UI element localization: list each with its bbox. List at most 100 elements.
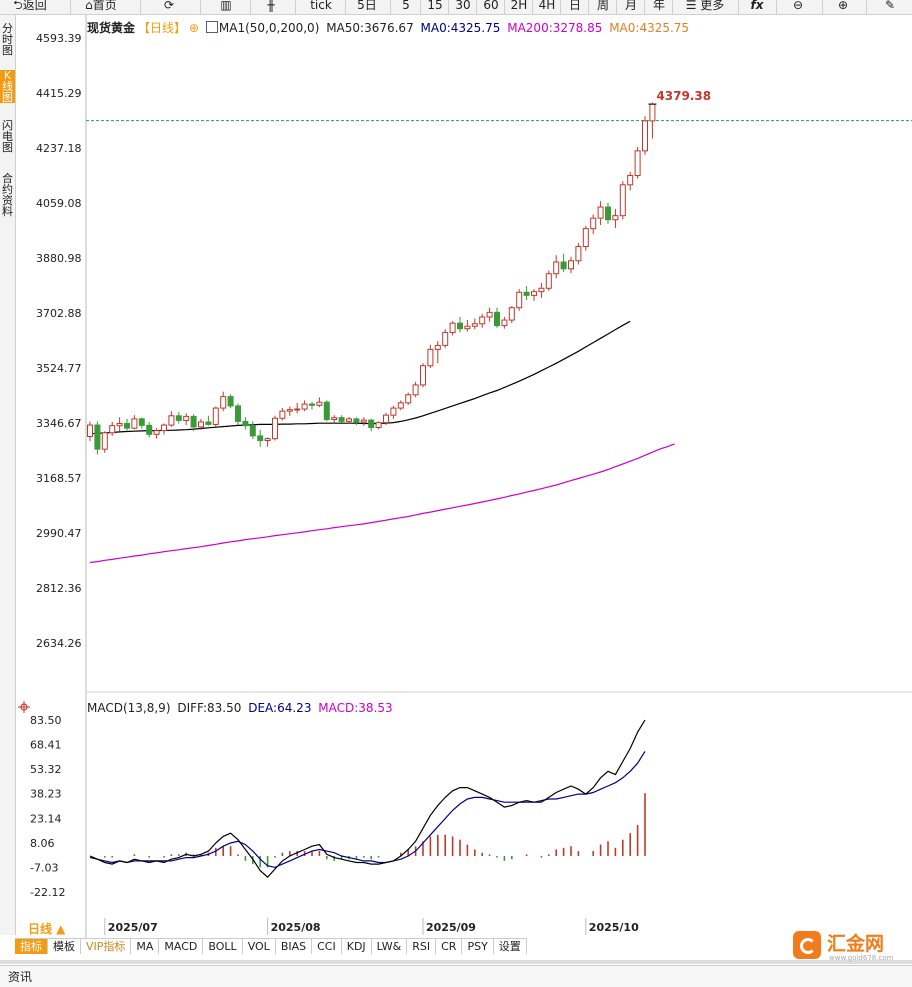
indicator-tab-15[interactable]: 设置 [493,939,527,954]
indicator-tab-9[interactable]: CCI [312,939,342,954]
indicator-tab-11[interactable]: LW& [371,939,408,954]
period-selector-button[interactable]: 日线 ▲ [28,922,66,936]
candle[interactable] [434,341,441,364]
candle[interactable] [227,394,234,409]
month-button[interactable]: 月 [616,0,645,14]
60min-button[interactable]: 60 [476,0,505,14]
candle[interactable] [553,255,560,279]
candle[interactable] [175,412,182,424]
candle[interactable] [316,397,323,408]
candle[interactable] [101,431,108,453]
candle[interactable] [116,417,123,432]
candle[interactable] [383,412,389,426]
candle[interactable] [508,306,515,324]
candle[interactable] [294,402,301,414]
5min-button[interactable]: 5 [390,0,421,14]
candle[interactable] [257,429,264,447]
4h-button[interactable]: 4H [532,0,561,14]
candle[interactable] [486,307,493,322]
candle[interactable] [161,423,167,435]
candle[interactable] [375,421,382,430]
2h-button[interactable]: 2H [504,0,533,14]
week-button[interactable]: 周 [588,0,617,14]
candle[interactable] [272,415,278,441]
scroll-strip[interactable] [0,960,912,964]
tick-button[interactable]: tick [295,0,346,14]
30min-button[interactable]: 30 [448,0,477,14]
candle[interactable] [634,147,641,179]
candle[interactable] [368,418,375,432]
candle[interactable] [479,313,486,328]
candle[interactable] [286,406,293,416]
refresh-button[interactable]: ⟳ [140,0,197,14]
candle[interactable] [331,415,338,424]
indicator-tab-10[interactable]: KDJ [341,939,372,954]
legend-settings-icon[interactable]: ⊕ [189,21,200,35]
period-label[interactable]: 【日线】 [138,21,187,35]
chart-type-button[interactable]: ▥ [200,0,251,14]
candle[interactable] [627,171,634,191]
candle[interactable] [582,225,589,251]
candle[interactable] [568,256,574,274]
candle[interactable] [405,392,412,405]
indicator-tab-8[interactable]: BIAS [275,939,313,954]
indicator-tab-3[interactable]: VIP指标 [81,939,132,954]
candle[interactable] [146,421,153,438]
zoom-out-button[interactable]: ⊖ [776,0,819,14]
indicator-tab-6[interactable]: BOLL [203,939,243,954]
candle[interactable] [597,201,604,225]
candle[interactable] [501,316,508,329]
candle[interactable] [301,400,308,412]
candle[interactable] [538,283,545,298]
candle[interactable] [220,391,227,412]
indicator-tab-14[interactable]: PSY [462,939,494,954]
indicator-tab-4[interactable]: MA [131,939,160,954]
candle[interactable] [124,418,130,431]
candle[interactable] [494,307,500,328]
macd-settings-icon[interactable] [18,701,30,713]
candle[interactable] [457,316,463,333]
candle[interactable] [642,116,648,155]
candle[interactable] [131,415,138,430]
indicator-tab-2[interactable]: 模板 [48,939,81,954]
sidebar-item-timeshare[interactable]: 分时图 [2,22,13,57]
day-button[interactable]: 日 [560,0,589,14]
candle[interactable] [612,208,619,229]
candle[interactable] [590,214,597,235]
candle[interactable] [264,437,271,447]
news-tab[interactable]: 资讯 [8,970,33,984]
home-button[interactable]: ⌂首页 [70,0,131,14]
candle-style-button[interactable]: ╫ [250,0,291,14]
candle[interactable] [560,253,567,273]
back-button[interactable]: ⮌返回 [13,0,47,12]
candle[interactable] [346,417,352,424]
sidebar-item-flash[interactable]: 闪电图 [2,119,13,154]
candle[interactable] [323,400,330,422]
candle[interactable] [464,320,471,332]
indicator-tab-5[interactable]: MACD [159,939,204,954]
candle[interactable] [87,421,93,442]
candle[interactable] [338,415,345,423]
indicator-tab-13[interactable]: CR [436,939,463,954]
15min-button[interactable]: 15 [420,0,449,14]
candle[interactable] [153,428,160,439]
candle[interactable] [516,289,523,311]
5day-button[interactable]: 5日 [345,0,388,14]
candle[interactable] [212,406,219,427]
formula-button[interactable]: fx [738,0,775,14]
candle[interactable] [360,417,367,426]
candle[interactable] [545,270,552,291]
candle[interactable] [183,413,190,426]
candle[interactable] [449,321,456,336]
candlestick-series[interactable] [87,102,656,455]
more-button[interactable]: ☰ 更多 [672,0,737,14]
candle[interactable] [531,289,537,301]
year-button[interactable]: 年 [644,0,673,14]
ma-indicator-icon[interactable] [205,21,218,33]
candle[interactable] [471,318,478,330]
candle[interactable] [235,403,241,426]
candle[interactable] [523,286,530,300]
candle[interactable] [109,421,116,436]
